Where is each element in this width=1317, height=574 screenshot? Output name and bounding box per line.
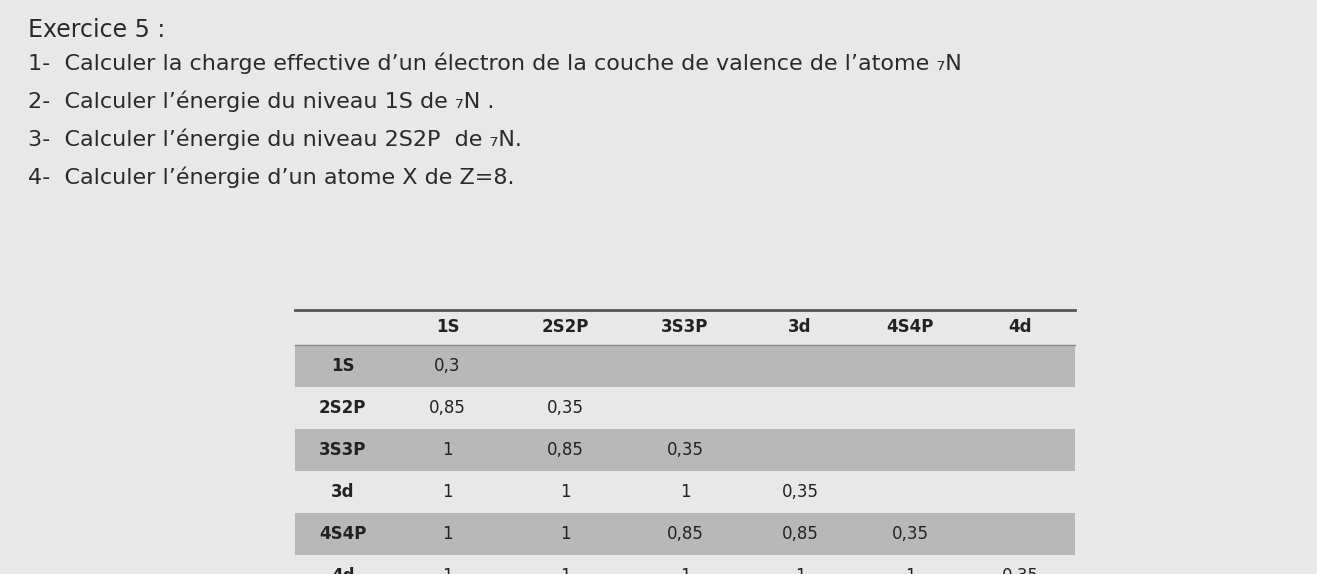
Text: 3-  Calculer l’énergie du niveau 2S2P  de ₇N.: 3- Calculer l’énergie du niveau 2S2P de … xyxy=(28,128,522,149)
Text: 0,3: 0,3 xyxy=(435,357,461,375)
Text: 1: 1 xyxy=(443,525,453,543)
Text: 1-  Calculer la charge effective d’un électron de la couche de valence de l’atom: 1- Calculer la charge effective d’un éle… xyxy=(28,52,961,73)
Text: 1S: 1S xyxy=(436,319,460,336)
Text: 0,85: 0,85 xyxy=(547,441,583,459)
Text: 1: 1 xyxy=(443,567,453,574)
Text: 1: 1 xyxy=(443,483,453,501)
Text: 4S4P: 4S4P xyxy=(886,319,934,336)
Text: 1: 1 xyxy=(905,567,915,574)
Text: 1: 1 xyxy=(560,567,570,574)
Text: 3d: 3d xyxy=(331,483,354,501)
Text: 2-  Calculer l’énergie du niveau 1S de ₇N .: 2- Calculer l’énergie du niveau 1S de ₇N… xyxy=(28,90,494,111)
Text: 0,85: 0,85 xyxy=(781,525,818,543)
Text: 1S: 1S xyxy=(331,357,354,375)
Bar xyxy=(295,429,1075,471)
Text: 4d: 4d xyxy=(331,567,354,574)
Text: 3d: 3d xyxy=(789,319,811,336)
Text: 0,85: 0,85 xyxy=(429,399,466,417)
Text: 4S4P: 4S4P xyxy=(319,525,366,543)
Text: 2S2P: 2S2P xyxy=(319,399,366,417)
Text: 1: 1 xyxy=(443,441,453,459)
Text: 1: 1 xyxy=(560,483,570,501)
Text: 4-  Calculer l’énergie d’un atome X de Z=8.: 4- Calculer l’énergie d’un atome X de Z=… xyxy=(28,166,515,188)
Text: 0,35: 0,35 xyxy=(892,525,928,543)
Text: 3S3P: 3S3P xyxy=(319,441,366,459)
Text: 1: 1 xyxy=(560,525,570,543)
Text: 1: 1 xyxy=(680,483,690,501)
Text: 1: 1 xyxy=(680,567,690,574)
Text: Exercice 5 :: Exercice 5 : xyxy=(28,18,165,42)
Text: 0,35: 0,35 xyxy=(781,483,818,501)
Bar xyxy=(295,345,1075,387)
Text: 3S3P: 3S3P xyxy=(661,319,709,336)
Text: 1: 1 xyxy=(794,567,805,574)
Text: 0,35: 0,35 xyxy=(666,441,703,459)
Text: 4d: 4d xyxy=(1009,319,1031,336)
Text: 2S2P: 2S2P xyxy=(541,319,589,336)
Text: 0,35: 0,35 xyxy=(1001,567,1039,574)
Text: 0,35: 0,35 xyxy=(547,399,583,417)
Text: 0,85: 0,85 xyxy=(666,525,703,543)
Bar xyxy=(295,513,1075,555)
